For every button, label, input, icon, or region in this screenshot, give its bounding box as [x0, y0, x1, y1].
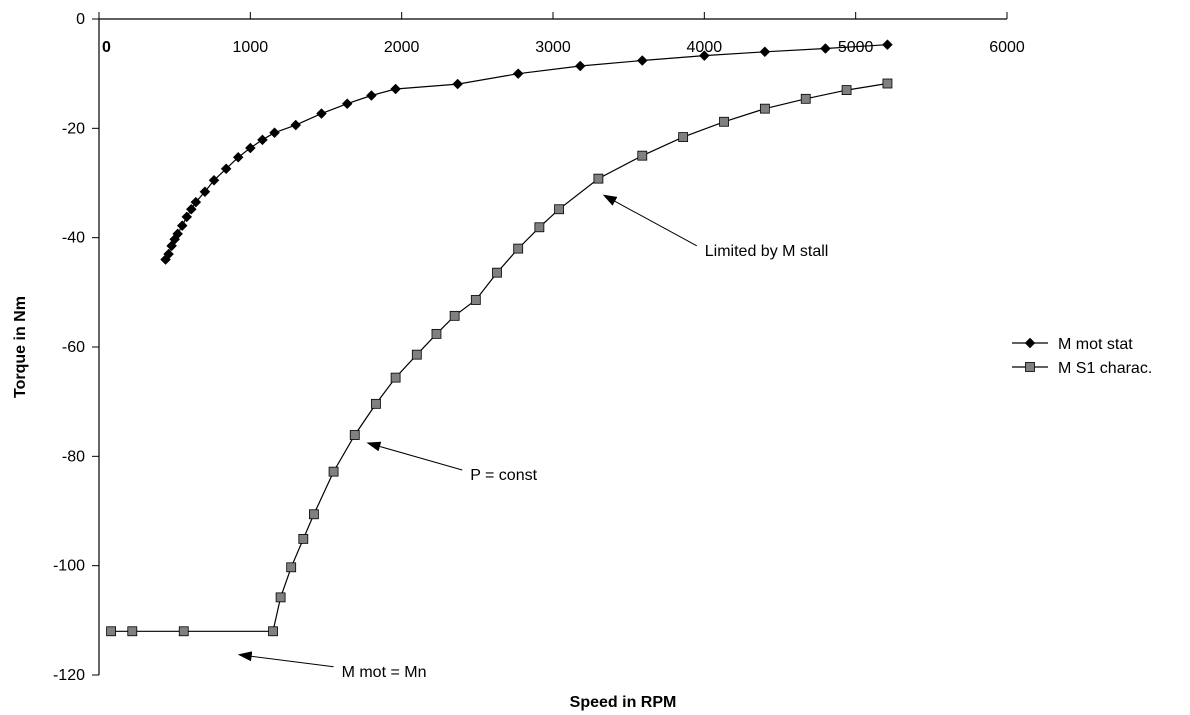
data-point	[257, 134, 268, 146]
x-tick-label: 5000	[838, 39, 874, 56]
data-point	[286, 562, 297, 573]
data-point	[232, 151, 244, 163]
y-tick-group: 0 -20 -40 -60 -80 -100 -120	[53, 11, 99, 684]
y-tick-label: -60	[62, 339, 85, 356]
data-point	[512, 68, 524, 80]
x-tick-label: 2000	[384, 39, 420, 56]
data-point	[178, 626, 189, 637]
data-point	[470, 295, 481, 305]
data-point	[800, 93, 811, 104]
data-point	[452, 78, 464, 90]
series-line-1	[165, 44, 888, 260]
x-tick-label: 4000	[687, 39, 723, 56]
data-point	[554, 204, 564, 215]
data-point	[411, 349, 422, 360]
data-point	[181, 211, 193, 223]
data-point	[513, 243, 524, 254]
x-tick-label: 3000	[535, 39, 571, 56]
x-tick-label: 1000	[233, 39, 269, 56]
data-point	[220, 163, 232, 175]
data-point	[268, 626, 278, 637]
data-point	[316, 108, 327, 119]
annotation-arrow	[237, 651, 334, 668]
data-point	[390, 372, 401, 383]
data-point	[127, 626, 138, 637]
data-point	[328, 466, 339, 477]
data-point	[678, 132, 689, 142]
data-point	[492, 267, 502, 278]
data-point	[275, 592, 286, 603]
data-point	[882, 39, 893, 51]
series-markers	[106, 39, 893, 637]
legend: M mot stat M S1 charac.	[1012, 336, 1152, 377]
data-point	[176, 220, 188, 231]
data-point	[371, 398, 381, 409]
data-point	[269, 127, 280, 139]
data-point	[637, 150, 648, 161]
y-tick-label: -120	[53, 667, 85, 684]
data-point	[298, 533, 309, 544]
data-point	[185, 203, 197, 215]
y-tick-label: -40	[62, 230, 85, 247]
y-tick-label: -20	[62, 120, 85, 137]
data-point	[366, 90, 377, 101]
legend-label: M mot stat	[1058, 336, 1133, 353]
data-point	[244, 142, 256, 154]
legend-label: M S1 charac.	[1058, 360, 1152, 377]
data-point	[449, 310, 460, 321]
series-line-2	[111, 82, 888, 632]
y-tick-label: -80	[62, 448, 85, 465]
data-point	[534, 222, 545, 233]
y-tick-label: -100	[53, 558, 85, 575]
x-tick-label: 0	[102, 39, 111, 56]
data-point	[163, 248, 174, 260]
data-point	[841, 85, 852, 95]
data-point	[820, 43, 831, 54]
annotation-arrow	[602, 194, 698, 247]
data-point	[190, 196, 202, 208]
data-point	[759, 103, 770, 114]
data-point	[593, 173, 604, 184]
annotation-arrow	[366, 441, 463, 471]
data-point	[698, 50, 710, 61]
data-point	[636, 55, 648, 66]
x-axis-title: Speed in RPM	[570, 694, 677, 711]
data-point	[341, 98, 353, 110]
x-tick-group: 0 1000 2000 3000 4000 5000 6000	[98, 12, 1025, 56]
data-point	[199, 186, 211, 198]
series-lines	[111, 44, 888, 632]
annotation-label: M mot = Mn	[342, 664, 427, 681]
data-point	[208, 174, 220, 186]
data-point	[390, 83, 401, 95]
data-point	[882, 78, 893, 89]
y-tick-label: 0	[76, 11, 85, 28]
legend-marker	[1025, 362, 1035, 372]
data-point	[719, 116, 729, 127]
y-axis-title: Torque in Nm	[12, 296, 29, 398]
x-tick-label: 6000	[989, 39, 1025, 56]
data-point	[308, 509, 319, 520]
data-point	[349, 430, 360, 440]
data-point	[574, 60, 586, 72]
annotations: Limited by M stall P = const M mot = Mn	[237, 194, 829, 681]
data-point	[290, 119, 302, 131]
annotation-label: P = const	[470, 467, 537, 484]
data-point	[431, 328, 442, 339]
data-point	[759, 46, 771, 58]
data-point	[172, 228, 184, 240]
annotation-label: Limited by M stall	[705, 243, 829, 260]
data-point	[106, 626, 117, 637]
legend-marker	[1024, 337, 1036, 349]
